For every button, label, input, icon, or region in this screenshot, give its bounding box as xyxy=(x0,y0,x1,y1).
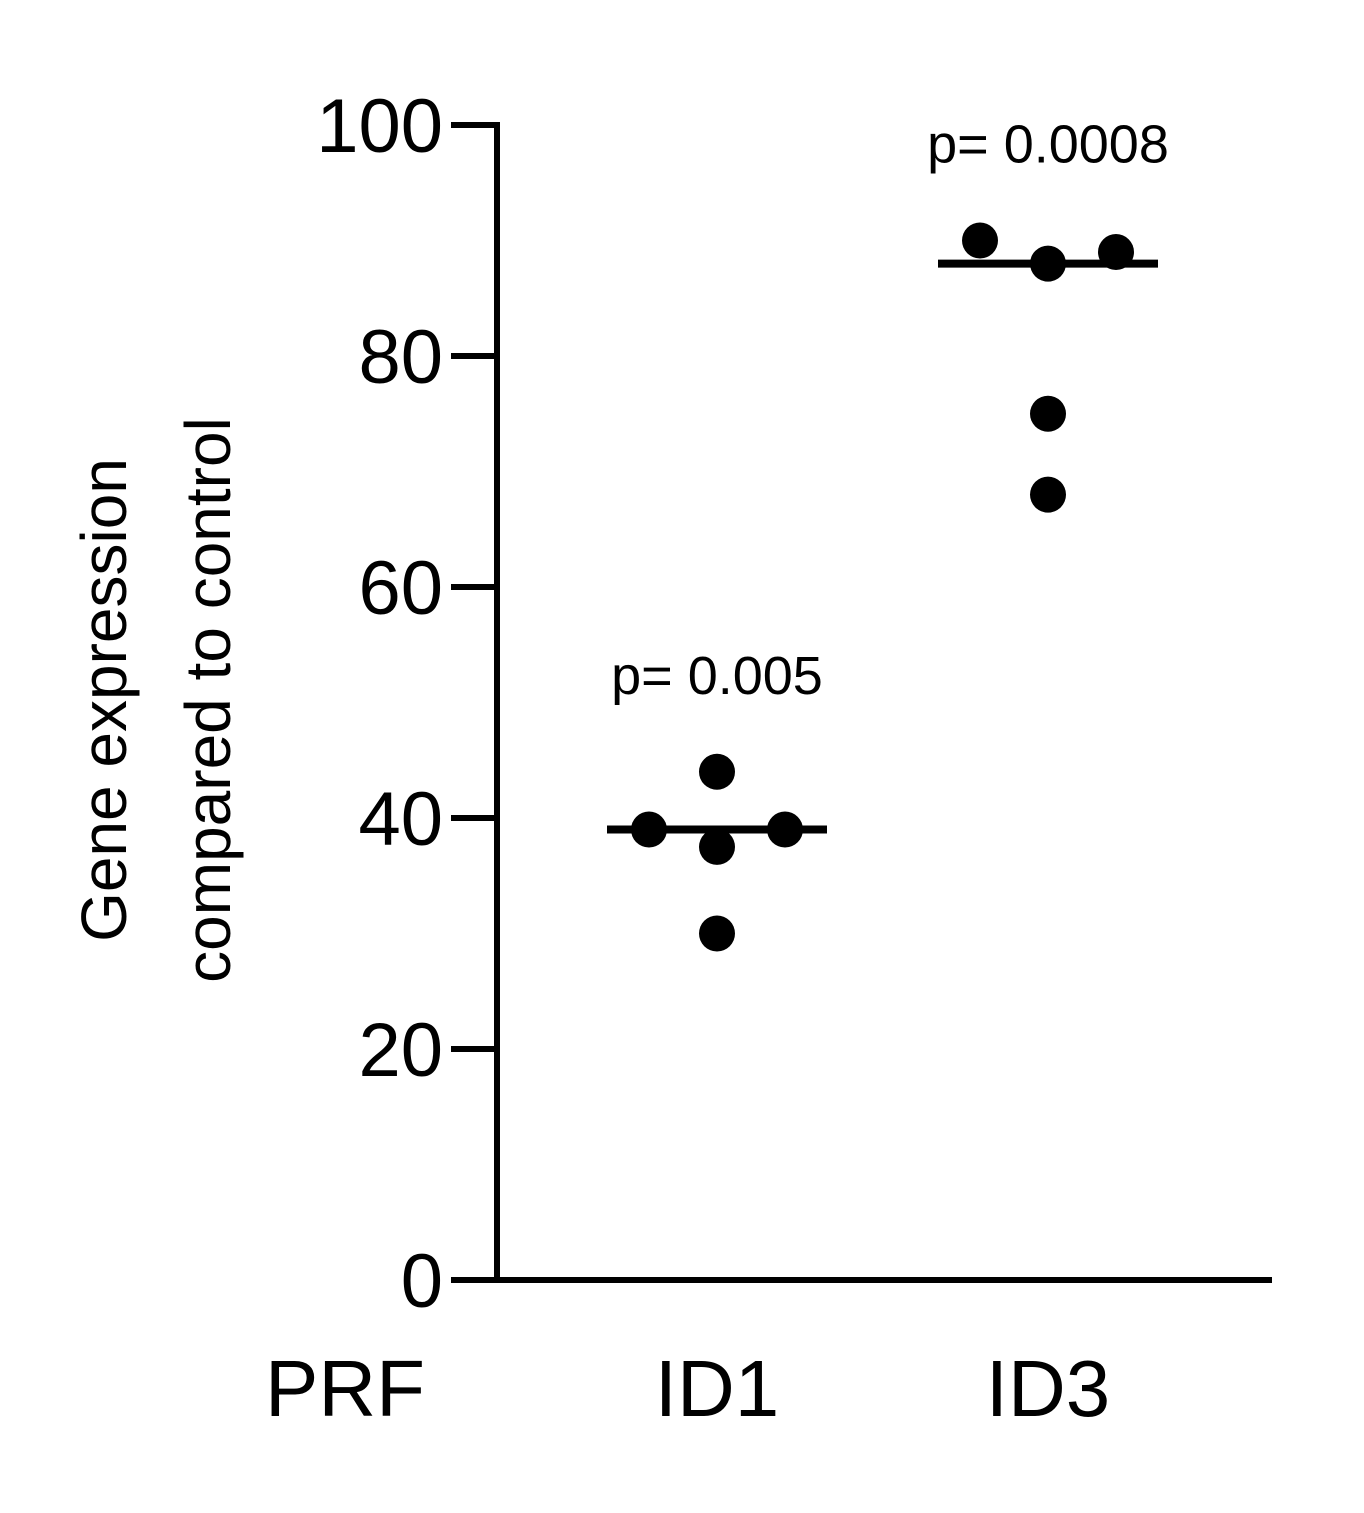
data-point xyxy=(962,222,998,259)
p-value-annotation: p= 0.0008 xyxy=(927,115,1169,175)
y-tick-label: 40 xyxy=(358,777,443,862)
category-label: ID1 xyxy=(655,1344,780,1433)
y-tick-label: 100 xyxy=(316,84,443,169)
y-axis: 0 20 40 60 80 100 xyxy=(316,84,500,1324)
data-point xyxy=(1030,395,1066,432)
y-tick-label: 60 xyxy=(358,546,443,631)
data-marks xyxy=(607,222,1158,952)
y-axis-label-line: compared to control xyxy=(172,417,244,983)
row-label: PRF xyxy=(265,1344,425,1433)
y-axis-label: Gene expression compared to control xyxy=(68,417,244,983)
data-point xyxy=(1030,476,1066,513)
data-point xyxy=(699,828,735,865)
y-axis-label-line: Gene expression xyxy=(68,458,140,942)
category-label: ID3 xyxy=(986,1344,1111,1433)
p-value-annotation: p= 0.005 xyxy=(611,646,823,706)
data-point xyxy=(699,753,735,790)
y-tick-label: 0 xyxy=(401,1239,443,1324)
labels: PRF ID1 ID3 p= 0.005 p= 0.0008 xyxy=(265,115,1169,1434)
data-point xyxy=(699,915,735,952)
y-tick-label: 20 xyxy=(358,1008,443,1093)
y-tick-label: 80 xyxy=(358,315,443,400)
